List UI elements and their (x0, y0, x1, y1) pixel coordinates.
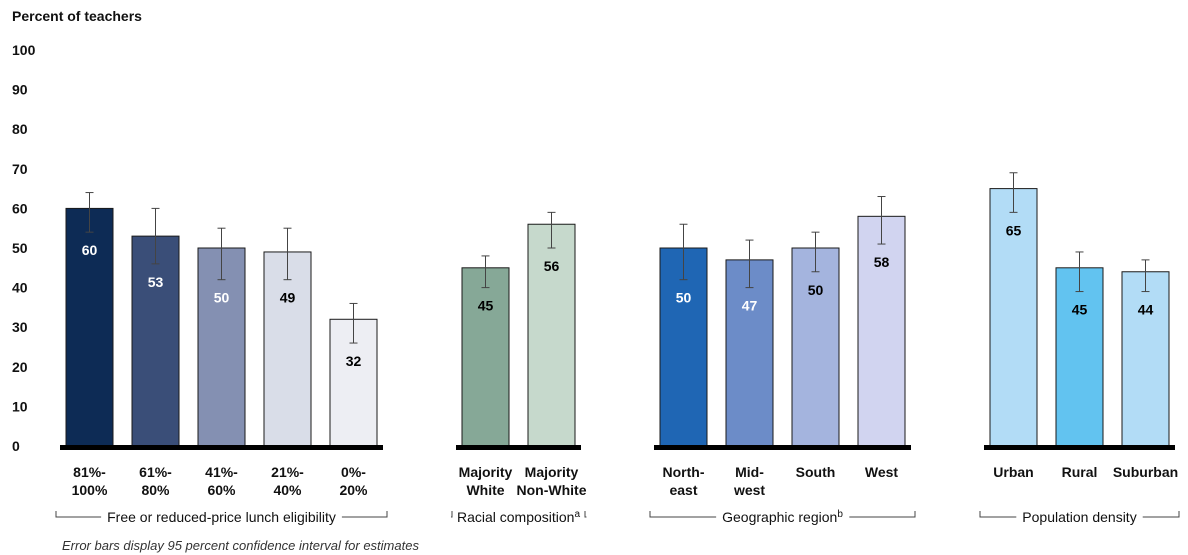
group-bracket-right (849, 511, 916, 518)
bar-value-label: 45 (478, 298, 494, 314)
bar-value-label: 56 (544, 258, 560, 274)
category-label: 20% (339, 482, 368, 498)
bar-value-label: 45 (1072, 302, 1088, 318)
bar-value-label: 60 (82, 242, 98, 258)
category-label: 60% (207, 482, 236, 498)
bar (1055, 267, 1104, 447)
category-label: 80% (141, 482, 170, 498)
category-label: 41%- (205, 464, 238, 480)
bar (857, 215, 906, 447)
category-label: 81%- (73, 464, 106, 480)
category-label: east (669, 482, 697, 498)
x-axis-baseline (654, 445, 911, 450)
category-label: 21%- (271, 464, 304, 480)
bar-value-label: 65 (1006, 222, 1022, 238)
bar (1121, 271, 1170, 447)
y-tick-label: 0 (12, 438, 20, 454)
bar-value-label: 47 (742, 298, 758, 314)
group-label-superscript: a (574, 509, 580, 520)
y-axis-title: Percent of teachers (12, 8, 142, 24)
y-tick-label: 80 (12, 121, 28, 137)
y-tick-label: 20 (12, 359, 28, 375)
group-label-superscript: b (837, 509, 843, 520)
category-label: 40% (273, 482, 302, 498)
category-label: Non-White (517, 482, 587, 498)
group-bracket-left (55, 511, 102, 518)
group-bracket-right (341, 511, 388, 518)
bar-value-label: 50 (676, 290, 692, 306)
group-bracket-right (584, 511, 587, 518)
y-tick-label: 100 (12, 42, 36, 58)
bar (725, 259, 774, 447)
group-bracket-right (1142, 511, 1180, 518)
y-tick-label: 60 (12, 200, 28, 216)
y-tick-label: 50 (12, 240, 28, 256)
bar-value-label: 49 (280, 290, 296, 306)
group-label: Free or reduced-price lunch eligibility (107, 509, 336, 525)
y-tick-label: 30 (12, 319, 28, 335)
bar (263, 251, 312, 447)
category-label: 100% (72, 482, 108, 498)
category-label: West (865, 464, 899, 480)
category-label: North- (663, 464, 705, 480)
category-label: Urban (993, 464, 1033, 480)
bar (989, 188, 1038, 447)
footnote: Error bars display 95 percent confidence… (62, 538, 419, 553)
bar (659, 247, 708, 447)
group-label: Racial compositiona (457, 509, 581, 526)
category-label: west (733, 482, 765, 498)
category-label: Majority (459, 464, 513, 480)
category-label: White (466, 482, 504, 498)
x-axis-baseline (984, 445, 1175, 450)
bar-value-label: 50 (214, 290, 230, 306)
bar-value-label: 44 (1138, 302, 1154, 318)
x-axis-baseline (456, 445, 581, 450)
category-label: Suburban (1113, 464, 1178, 480)
category-label: Majority (525, 464, 579, 480)
bar (461, 267, 510, 447)
x-axis-baseline (60, 445, 383, 450)
bar (197, 247, 246, 447)
group-bracket-left (649, 511, 717, 518)
y-tick-label: 70 (12, 161, 28, 177)
category-label: Rural (1062, 464, 1098, 480)
bar (791, 247, 840, 447)
bar (65, 207, 114, 447)
bar-value-label: 32 (346, 353, 362, 369)
bar-value-label: 53 (148, 274, 164, 290)
category-label: South (796, 464, 836, 480)
y-tick-label: 10 (12, 398, 28, 414)
y-tick-label: 90 (12, 82, 28, 98)
category-label: 0%- (341, 464, 366, 480)
group-label: Geographic regionb (722, 509, 843, 526)
group-label: Population density (1022, 509, 1136, 525)
category-label: 61%- (139, 464, 172, 480)
category-label: Mid- (735, 464, 764, 480)
y-tick-label: 40 (12, 280, 28, 296)
bar-value-label: 50 (808, 282, 824, 298)
group-bracket-left (979, 511, 1017, 518)
group-bracket-left (450, 511, 453, 518)
bar-value-label: 58 (874, 254, 890, 270)
bar (131, 235, 180, 447)
